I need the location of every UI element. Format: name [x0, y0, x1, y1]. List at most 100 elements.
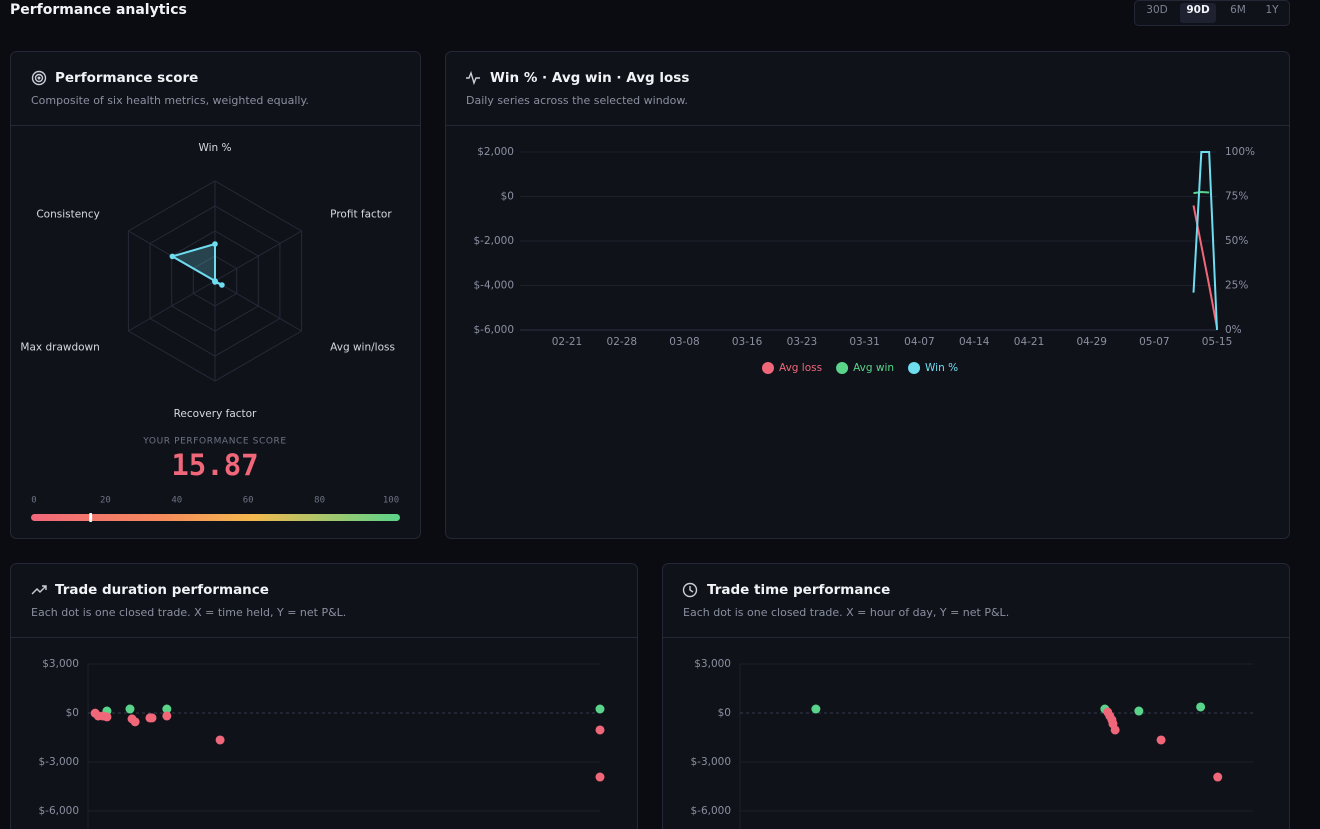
scatter-point	[1134, 706, 1144, 716]
card-subtitle: Daily series across the selected window.	[466, 94, 688, 107]
gauge-bar	[31, 514, 400, 521]
y-tick-label: $0	[718, 707, 731, 719]
scatter-point	[102, 712, 112, 722]
series-line	[1192, 151, 1218, 331]
x-tick-label: 04-07	[904, 336, 935, 348]
range-button[interactable]: 30D	[1146, 4, 1167, 16]
radar-point	[212, 241, 218, 247]
y-tick-label: $-4,000	[473, 280, 514, 292]
gauge-tick-label: 20	[100, 496, 111, 506]
card-title: Trade duration performance	[55, 582, 269, 598]
range-button-active	[1180, 3, 1216, 23]
scatter-point	[811, 704, 821, 714]
radar-axis-label: Max drawdown	[20, 342, 99, 354]
scatter-point	[595, 704, 605, 714]
y-tick-label: $-6,000	[38, 805, 79, 817]
scatter-point	[147, 713, 157, 723]
radar-axis-label: Profit factor	[330, 209, 392, 221]
y-tick-label: $0	[66, 707, 79, 719]
scatter-point	[1213, 772, 1223, 782]
target-icon	[31, 70, 47, 86]
x-tick-label: 03-16	[732, 336, 763, 348]
scatter-point	[595, 725, 605, 735]
y2-tick-label: 75%	[1225, 191, 1248, 203]
scatter-point	[130, 717, 140, 727]
x-tick-label: 03-31	[849, 336, 880, 348]
radar-axis-label: Avg win/loss	[330, 342, 395, 354]
y-tick-label: $0	[501, 191, 514, 203]
y-tick-label: $-3,000	[690, 756, 731, 768]
legend-swatch	[908, 362, 921, 374]
y-tick-label: $-3,000	[38, 756, 79, 768]
scatter-point	[162, 704, 172, 714]
legend-swatch	[762, 362, 774, 374]
x-tick-label: 03-08	[669, 336, 700, 348]
legend-label: Avg win	[853, 362, 894, 374]
x-tick-label: 05-07	[1139, 336, 1170, 348]
clock-icon	[682, 582, 698, 598]
pulse-icon	[466, 70, 480, 86]
y-tick-label: $3,000	[42, 658, 79, 670]
series-card	[445, 51, 1290, 539]
card-subtitle: Each dot is one closed trade. X = time h…	[31, 606, 346, 619]
radar-axis-label: Win %	[198, 142, 231, 154]
radar-axis-label: Recovery factor	[174, 408, 257, 420]
gauge-tick-label: 80	[314, 496, 325, 506]
y-tick-label: $-6,000	[473, 324, 514, 336]
x-tick-label: 04-14	[959, 336, 990, 348]
scatter-point	[162, 711, 172, 721]
scatter-point	[1196, 702, 1206, 712]
card-subtitle: Composite of six health metrics, weighte…	[31, 94, 309, 107]
radar-spoke	[214, 280, 302, 332]
gauge-tick-label: 0	[31, 496, 36, 506]
y-tick-label: $3,000	[694, 658, 731, 670]
gauge-tick-label: 60	[243, 496, 254, 506]
radar-point	[169, 253, 176, 260]
x-tick-label: 03-23	[787, 336, 818, 348]
radar-spoke	[214, 230, 302, 282]
page-title: Performance analytics	[10, 2, 187, 18]
card-title: Win % · Avg win · Avg loss	[490, 70, 689, 86]
legend-swatch	[836, 362, 849, 374]
card-title: Trade time performance	[707, 582, 890, 598]
card-subtitle: Each dot is one closed trade. X = hour o…	[683, 606, 1009, 619]
time-card	[662, 563, 1290, 829]
y-tick-label: $2,000	[477, 146, 514, 158]
y-tick-label: $-6,000	[690, 805, 731, 817]
x-tick-label: 02-21	[552, 336, 583, 348]
radar-axis-label: Consistency	[36, 209, 100, 221]
range-button[interactable]: 90D	[1186, 4, 1210, 16]
trend-icon	[31, 585, 47, 595]
scatter-point	[215, 735, 225, 745]
gauge-marker	[89, 513, 93, 522]
y2-tick-label: 0%	[1225, 324, 1242, 336]
gauge-tick-label: 40	[171, 496, 182, 506]
x-tick-label: 05-15	[1202, 336, 1233, 348]
scatter-point	[1110, 725, 1120, 735]
scatter-point	[595, 772, 605, 782]
y2-tick-label: 100%	[1225, 146, 1255, 158]
legend-label: Win %	[925, 362, 958, 374]
x-tick-label: 04-21	[1014, 336, 1045, 348]
range-button[interactable]: 1Y	[1265, 4, 1279, 16]
y2-tick-label: 50%	[1225, 235, 1248, 247]
gauge-tick-label: 100	[383, 496, 399, 506]
x-tick-label: 04-29	[1076, 336, 1107, 348]
scatter-point	[1156, 735, 1166, 745]
scatter-point	[125, 704, 135, 714]
series-line	[1193, 191, 1210, 195]
duration-card	[10, 563, 638, 829]
y-tick-label: $-2,000	[473, 235, 514, 247]
radar-point	[212, 278, 218, 284]
card-title: Performance score	[55, 70, 198, 86]
score-value: 15.87	[171, 448, 258, 482]
score-label: YOUR PERFORMANCE SCORE	[142, 437, 286, 447]
legend-label: Avg loss	[779, 362, 822, 374]
radar-spoke	[128, 280, 216, 332]
y2-tick-label: 25%	[1225, 280, 1248, 292]
x-tick-label: 02-28	[607, 336, 638, 348]
range-button[interactable]: 6M	[1230, 4, 1246, 16]
